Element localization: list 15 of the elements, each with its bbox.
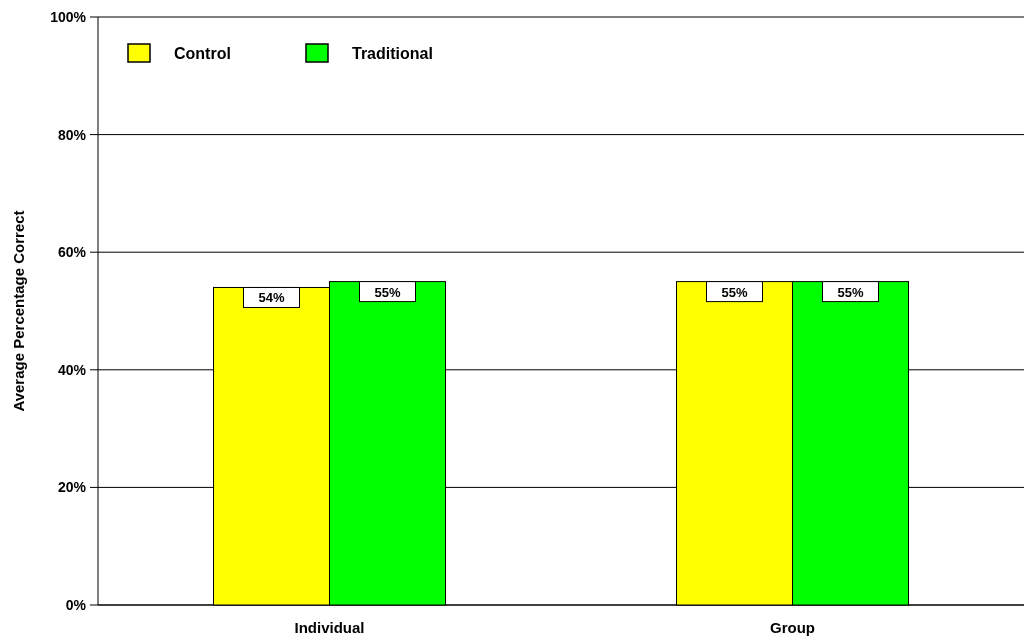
y-tick-label: 80% [57,126,87,143]
data-label: 55% [837,284,864,300]
data-label: 55% [721,284,748,300]
y-tick-label: 100% [50,9,87,25]
data-label: 54% [258,290,285,306]
y-tick-label: 60% [57,244,87,261]
legend-label: Traditional [352,45,433,62]
data-label: 55% [374,284,401,300]
y-axis-title: Average Percentage Correct [10,210,27,412]
y-tick-label: 40% [57,361,87,378]
y-tick-label: 20% [57,479,87,496]
x-tick-label: Individual [294,619,365,636]
x-tick-label: Group [770,619,815,636]
legend-label: Control [174,45,231,62]
y-tick-label: 0% [65,597,87,613]
